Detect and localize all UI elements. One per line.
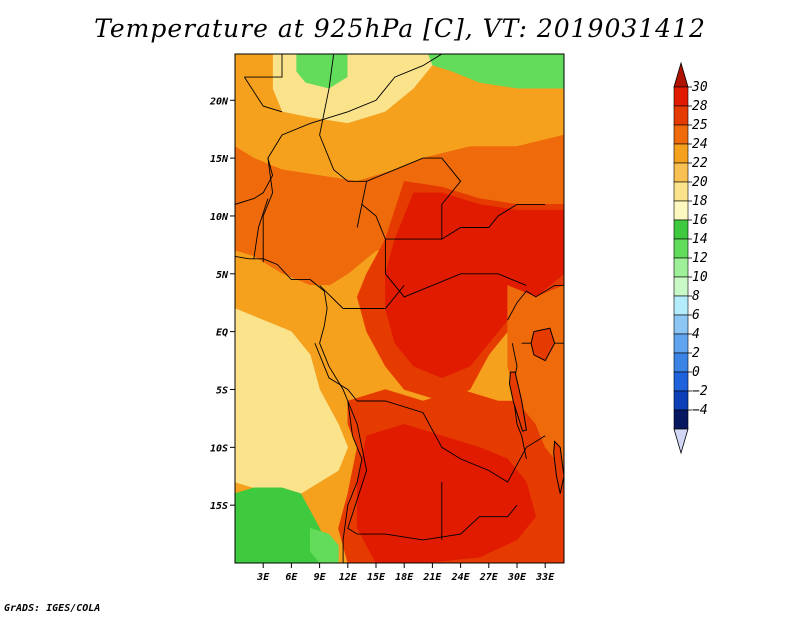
colorbar-label: 18 bbox=[692, 194, 708, 209]
colorbar-swatch bbox=[673, 371, 689, 392]
border-line-0 bbox=[319, 54, 368, 228]
border-line-7 bbox=[347, 400, 518, 541]
colorbar-swatch bbox=[673, 257, 689, 278]
colorbar-top-arrow bbox=[673, 61, 689, 88]
colorbar-label: 0 bbox=[692, 365, 700, 380]
x-tick-label: 27E bbox=[479, 572, 499, 583]
colorbar-label: 4 bbox=[692, 327, 700, 342]
colorbar-swatch bbox=[673, 181, 689, 202]
y-tick-label: 15N bbox=[210, 154, 229, 165]
x-tick-label: 33E bbox=[535, 572, 555, 583]
colorbar-swatch bbox=[673, 162, 689, 183]
colorbar-swatch bbox=[673, 105, 689, 126]
colorbar-label: −2 bbox=[692, 384, 708, 399]
colorbar-label: 20 bbox=[692, 175, 708, 190]
x-tick-label: 15E bbox=[367, 572, 386, 583]
border-line-10 bbox=[507, 284, 564, 321]
x-tick-label: 3E bbox=[256, 572, 270, 583]
border-line-1 bbox=[262, 54, 443, 263]
x-tick-label: 21E bbox=[422, 572, 442, 583]
colorbar-swatch bbox=[673, 333, 689, 354]
border-line-15 bbox=[244, 76, 283, 113]
colorbar-label: 10 bbox=[692, 270, 708, 285]
x-axis: 3E 6E 9E 12E 15E 18E 21E 24E 27E 30E 33E bbox=[256, 563, 555, 583]
border-line-14 bbox=[235, 157, 274, 205]
grads-credit: GrADS: IGES/COLA bbox=[4, 603, 101, 614]
y-tick-label: 10S bbox=[210, 443, 228, 454]
y-tick-label: 10N bbox=[210, 212, 229, 223]
x-tick-label: 12E bbox=[339, 572, 358, 583]
colorbar-swatch bbox=[673, 390, 689, 411]
lake-victoria bbox=[530, 327, 556, 362]
colorbar-label: 28 bbox=[692, 99, 708, 114]
colorbar-swatch bbox=[673, 200, 689, 221]
colorbar-swatch bbox=[673, 295, 689, 316]
colorbar-swatch bbox=[673, 314, 689, 335]
colorbar-swatch bbox=[673, 409, 689, 430]
y-axis: 20N 15N 10N 5N EQ 5S 10S 15S bbox=[209, 96, 235, 512]
border-line-16 bbox=[244, 54, 283, 78]
colorbar-label: −4 bbox=[692, 403, 708, 418]
lake-tanganyika bbox=[508, 371, 527, 432]
border-line-2 bbox=[361, 204, 527, 298]
colorbar-label: 2 bbox=[692, 346, 700, 361]
lake-malawi bbox=[553, 440, 564, 494]
colorbar-swatch bbox=[673, 352, 689, 373]
colorbar-label: 14 bbox=[692, 232, 708, 247]
colorbar-bottom-arrow bbox=[673, 428, 689, 455]
x-tick-label: 18E bbox=[395, 572, 414, 583]
y-tick-label: EQ bbox=[216, 328, 228, 339]
colorbar-label: 6 bbox=[692, 308, 700, 323]
border-line-6 bbox=[314, 343, 546, 483]
colorbar-swatch bbox=[673, 276, 689, 297]
colorbar-label: 30 bbox=[691, 80, 708, 95]
colorbar-swatch bbox=[673, 86, 689, 107]
y-tick-label: 5N bbox=[216, 270, 229, 281]
map-frame bbox=[234, 53, 565, 564]
colorbar-swatch bbox=[673, 124, 689, 145]
x-tick-label: 24E bbox=[451, 572, 471, 583]
border-line-12 bbox=[235, 255, 363, 563]
colorbar-label: 25 bbox=[692, 118, 708, 133]
colorbar-label: 22 bbox=[692, 156, 708, 171]
colorbar-swatch bbox=[673, 143, 689, 164]
colorbar-swatch bbox=[673, 219, 689, 240]
chart-title: Temperature at 925hPa [C], VT: 201903141… bbox=[94, 14, 706, 43]
border-line-5 bbox=[319, 285, 405, 309]
y-tick-label: 15S bbox=[210, 501, 228, 512]
y-tick-label: 5S bbox=[216, 385, 228, 396]
colorbar-swatch bbox=[673, 238, 689, 259]
border-line-3 bbox=[366, 157, 546, 240]
border-line-13 bbox=[253, 198, 269, 259]
colorbar-label: 16 bbox=[692, 213, 708, 228]
country-borders bbox=[235, 54, 564, 563]
x-tick-label: 6E bbox=[285, 572, 298, 583]
x-tick-label: 30E bbox=[507, 572, 527, 583]
map-field bbox=[235, 54, 564, 563]
colorbar-label: 12 bbox=[692, 251, 708, 266]
colorbar-label: 8 bbox=[692, 289, 700, 304]
x-tick-label: 9E bbox=[314, 572, 327, 583]
y-tick-label: 20N bbox=[209, 96, 229, 107]
colorbar-label: 24 bbox=[692, 137, 708, 152]
temp-region-south-light-green bbox=[309, 527, 339, 563]
